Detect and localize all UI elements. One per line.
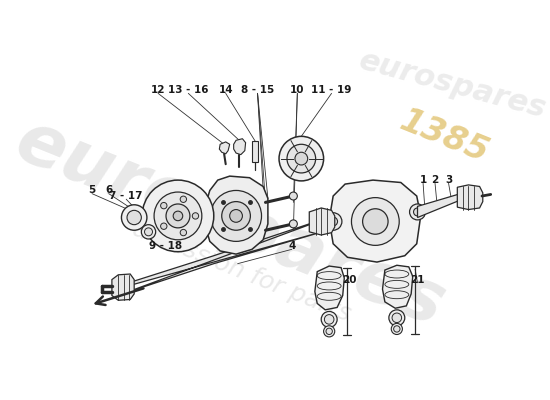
Circle shape xyxy=(394,326,400,332)
Circle shape xyxy=(127,210,141,225)
Circle shape xyxy=(173,211,183,221)
Text: 5: 5 xyxy=(89,186,96,196)
Circle shape xyxy=(122,205,147,230)
Circle shape xyxy=(287,144,316,173)
Text: 14: 14 xyxy=(218,85,233,95)
Ellipse shape xyxy=(324,213,342,230)
Circle shape xyxy=(142,180,214,252)
Circle shape xyxy=(351,198,399,245)
Text: 6: 6 xyxy=(105,186,112,196)
Text: 11 - 19: 11 - 19 xyxy=(311,85,352,95)
Polygon shape xyxy=(417,194,476,218)
Circle shape xyxy=(180,229,186,236)
Polygon shape xyxy=(122,216,333,294)
Text: 13 - 16: 13 - 16 xyxy=(168,85,208,95)
Polygon shape xyxy=(382,265,412,308)
Text: 10: 10 xyxy=(290,85,305,95)
Circle shape xyxy=(161,202,167,209)
Polygon shape xyxy=(329,180,421,262)
Ellipse shape xyxy=(410,204,426,220)
Circle shape xyxy=(289,192,298,200)
Text: eurospares: eurospares xyxy=(356,46,549,124)
Text: eurospares: eurospares xyxy=(5,106,454,342)
Circle shape xyxy=(192,213,199,219)
Circle shape xyxy=(166,204,190,228)
Polygon shape xyxy=(112,274,134,300)
Polygon shape xyxy=(219,142,230,154)
Circle shape xyxy=(141,225,156,239)
Circle shape xyxy=(321,312,337,327)
Circle shape xyxy=(222,202,250,230)
Polygon shape xyxy=(252,141,258,162)
Circle shape xyxy=(180,196,186,202)
Polygon shape xyxy=(457,185,483,210)
Text: 3: 3 xyxy=(445,175,452,185)
Circle shape xyxy=(324,315,334,324)
Text: 21: 21 xyxy=(410,274,425,284)
Ellipse shape xyxy=(329,217,338,226)
Ellipse shape xyxy=(414,208,421,216)
Text: a passion for parts: a passion for parts xyxy=(129,217,354,326)
Text: 4: 4 xyxy=(288,241,295,251)
Text: 7 - 17: 7 - 17 xyxy=(109,191,143,201)
Text: 8 - 15: 8 - 15 xyxy=(241,85,274,95)
Circle shape xyxy=(279,136,323,181)
Circle shape xyxy=(391,323,403,334)
Polygon shape xyxy=(309,208,335,235)
Circle shape xyxy=(392,313,402,322)
Text: 2: 2 xyxy=(431,175,439,185)
Text: 9 - 18: 9 - 18 xyxy=(150,241,183,251)
Text: 1: 1 xyxy=(420,175,427,185)
Text: 12: 12 xyxy=(151,85,166,95)
Circle shape xyxy=(389,310,405,326)
Circle shape xyxy=(323,326,335,337)
Circle shape xyxy=(326,328,332,334)
Circle shape xyxy=(145,228,152,236)
Circle shape xyxy=(362,209,388,234)
Circle shape xyxy=(161,223,167,229)
Circle shape xyxy=(295,152,307,165)
Circle shape xyxy=(211,190,261,241)
Circle shape xyxy=(289,220,298,228)
Circle shape xyxy=(230,210,243,222)
Text: 20: 20 xyxy=(342,274,356,284)
Text: 1385: 1385 xyxy=(395,104,494,169)
Polygon shape xyxy=(206,176,268,254)
Polygon shape xyxy=(234,139,246,155)
Circle shape xyxy=(154,192,202,240)
Polygon shape xyxy=(315,266,344,310)
